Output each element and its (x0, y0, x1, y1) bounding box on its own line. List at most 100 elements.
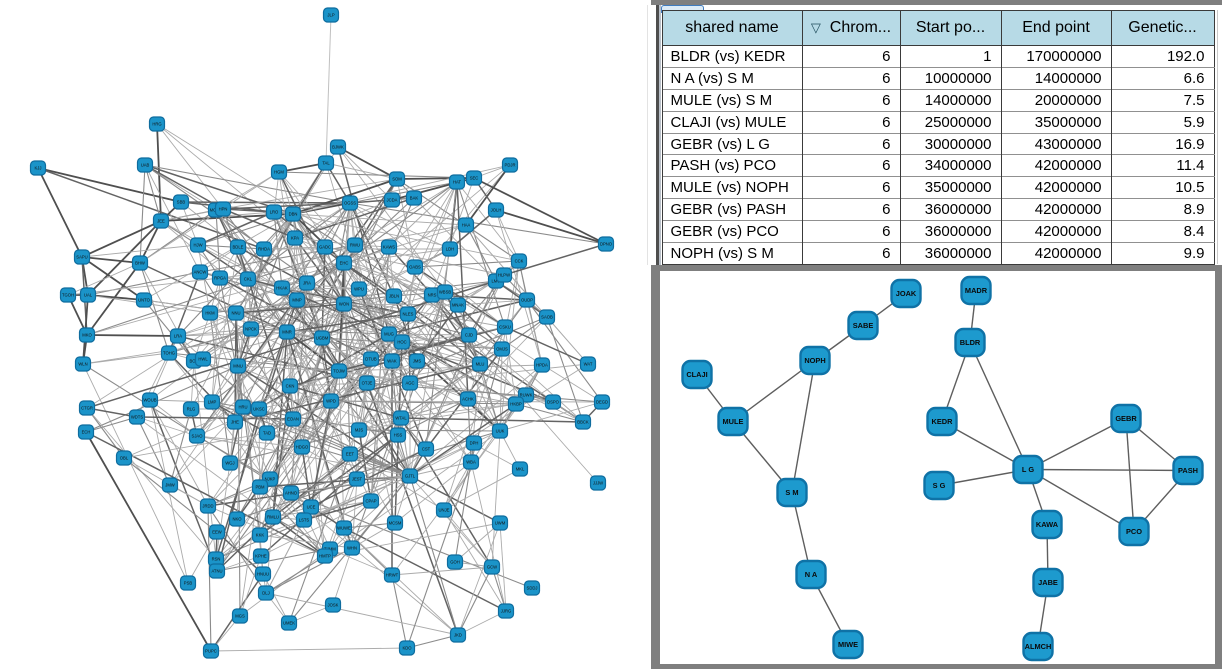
svg-text:HKAK: HKAK (276, 286, 288, 291)
svg-text:UCE: UCE (307, 505, 316, 510)
svg-text:HPDA: HPDA (536, 363, 548, 368)
svg-text:UAB: UAB (141, 163, 150, 168)
svg-text:DLJ: DLJ (262, 591, 269, 596)
svg-text:UWM: UWM (495, 521, 506, 526)
svg-text:SJAO: SJAO (192, 434, 204, 439)
svg-text:BAK: BAK (410, 196, 419, 201)
svg-text:HPN: HPN (219, 207, 228, 212)
svg-text:JOAK: JOAK (896, 289, 917, 298)
svg-text:GJTL: GJTL (405, 474, 416, 479)
svg-text:NJKP: NJKP (265, 477, 276, 482)
svg-text:BOD: BOD (189, 359, 198, 364)
svg-text:BLDR: BLDR (960, 338, 981, 347)
svg-text:LRO: LRO (270, 210, 279, 215)
svg-text:PBM: PBM (255, 485, 265, 490)
svg-text:ACHK: ACHK (462, 397, 474, 402)
svg-text:S G: S G (933, 481, 946, 490)
svg-text:NNU: NNU (231, 311, 240, 316)
svg-text:GCW: GCW (487, 565, 497, 570)
svg-text:HKBP: HKBP (510, 402, 522, 407)
svg-text:WHN: WHN (347, 546, 357, 551)
svg-text:HRG: HRG (152, 122, 161, 127)
svg-text:JLP: JLP (327, 13, 334, 18)
svg-text:L G: L G (1022, 465, 1034, 474)
svg-text:WDTS: WDTS (131, 415, 144, 420)
svg-text:MKL: MKL (516, 467, 525, 472)
svg-text:MGS: MGS (235, 614, 245, 619)
svg-text:UNJE: UNJE (439, 508, 450, 513)
svg-text:SABE: SABE (853, 321, 874, 330)
svg-text:LRA: LRA (174, 334, 182, 339)
svg-text:MJS: MJS (355, 428, 364, 433)
svg-text:DEGD: DEGD (596, 400, 608, 405)
svg-text:RUWK: RUWK (520, 393, 533, 398)
svg-text:HOC: HOC (397, 340, 406, 345)
svg-text:JBLN: JBLN (389, 294, 399, 299)
svg-text:OGSS: OGSS (344, 201, 356, 206)
svg-text:UMEK: UMEK (283, 621, 295, 626)
svg-text:JEST: JEST (352, 477, 363, 482)
svg-text:GOH: GOH (450, 560, 460, 565)
svg-text:GEBR: GEBR (1115, 414, 1137, 423)
svg-text:JRDD: JRDD (202, 504, 213, 509)
svg-text:KPHE: KPHE (255, 554, 267, 559)
svg-text:HGM: HGM (274, 170, 284, 175)
svg-text:BBCK: BBCK (577, 420, 589, 425)
svg-text:MLU: MLU (476, 362, 485, 367)
svg-text:MKO: MKO (82, 333, 92, 338)
svg-text:RSN: RSN (212, 557, 221, 562)
svg-text:WBA: WBA (466, 460, 476, 465)
svg-text:TAD: TAD (263, 431, 271, 436)
svg-text:TOHG: TOHG (163, 351, 175, 356)
svg-text:LSTS: LSTS (299, 518, 310, 523)
svg-text:HDGO: HDGO (296, 445, 309, 450)
svg-text:N A: N A (805, 570, 818, 579)
svg-text:WPU: WPU (354, 287, 364, 292)
svg-text:WTAL: WTAL (395, 416, 407, 421)
svg-text:WAK: WAK (387, 359, 397, 364)
svg-text:SOM: SOM (392, 177, 402, 182)
svg-text:PASH: PASH (1178, 466, 1198, 475)
svg-text:EOAN: EOAN (287, 417, 299, 422)
svg-text:ATNU: ATNU (211, 569, 222, 574)
svg-text:JABE: JABE (1038, 578, 1058, 587)
svg-text:HMTP: HMTP (319, 554, 331, 559)
svg-text:SEC: SEC (470, 176, 479, 181)
svg-text:MIWE: MIWE (838, 640, 858, 649)
svg-text:ANCW: ANCW (194, 270, 207, 275)
svg-text:JJJW: JJJW (593, 481, 603, 486)
svg-text:JHE: JHE (231, 420, 239, 425)
svg-text:JOLH: JOLH (491, 208, 502, 213)
svg-text:NKO: NKO (232, 517, 242, 522)
svg-text:DBN: DBN (289, 212, 298, 217)
svg-text:SBB: SBB (177, 200, 186, 205)
svg-text:S M: S M (785, 488, 798, 497)
svg-text:NOPH: NOPH (804, 356, 825, 365)
svg-text:CKN: CKN (286, 384, 295, 389)
svg-text:MADR: MADR (965, 286, 988, 295)
svg-text:JCDA: JCDA (387, 198, 398, 203)
svg-text:CCK: CCK (515, 259, 524, 264)
svg-text:LMP: LMP (208, 400, 217, 405)
svg-text:RPGA: RPGA (214, 276, 226, 281)
svg-text:WON: WON (339, 302, 349, 307)
svg-text:BHW: BHW (135, 261, 145, 266)
svg-text:WGJ: WGJ (225, 461, 234, 466)
svg-text:CLAJI: CLAJI (686, 370, 707, 379)
svg-text:BDLE: BDLE (233, 245, 244, 250)
svg-text:EEW: EEW (212, 530, 222, 535)
svg-text:BJWK: BJWK (332, 145, 344, 150)
svg-text:KKK: KKK (256, 533, 265, 538)
svg-text:OABS: OABS (409, 265, 421, 270)
svg-text:HJW: HJW (193, 243, 202, 248)
svg-text:AHNO: AHNO (285, 491, 298, 496)
svg-text:WBSB: WBSB (439, 290, 452, 295)
svg-text:SAPU: SAPU (76, 255, 87, 260)
svg-text:HSS: HSS (394, 433, 403, 438)
svg-text:JRA: JRA (303, 281, 311, 286)
svg-text:JEE: JEE (157, 219, 165, 224)
svg-text:OUDP: OUDP (521, 298, 533, 303)
svg-text:HAT: HAT (453, 180, 462, 185)
svg-text:KJJ: KJJ (35, 166, 42, 171)
svg-text:TOJW: TOJW (333, 369, 345, 374)
